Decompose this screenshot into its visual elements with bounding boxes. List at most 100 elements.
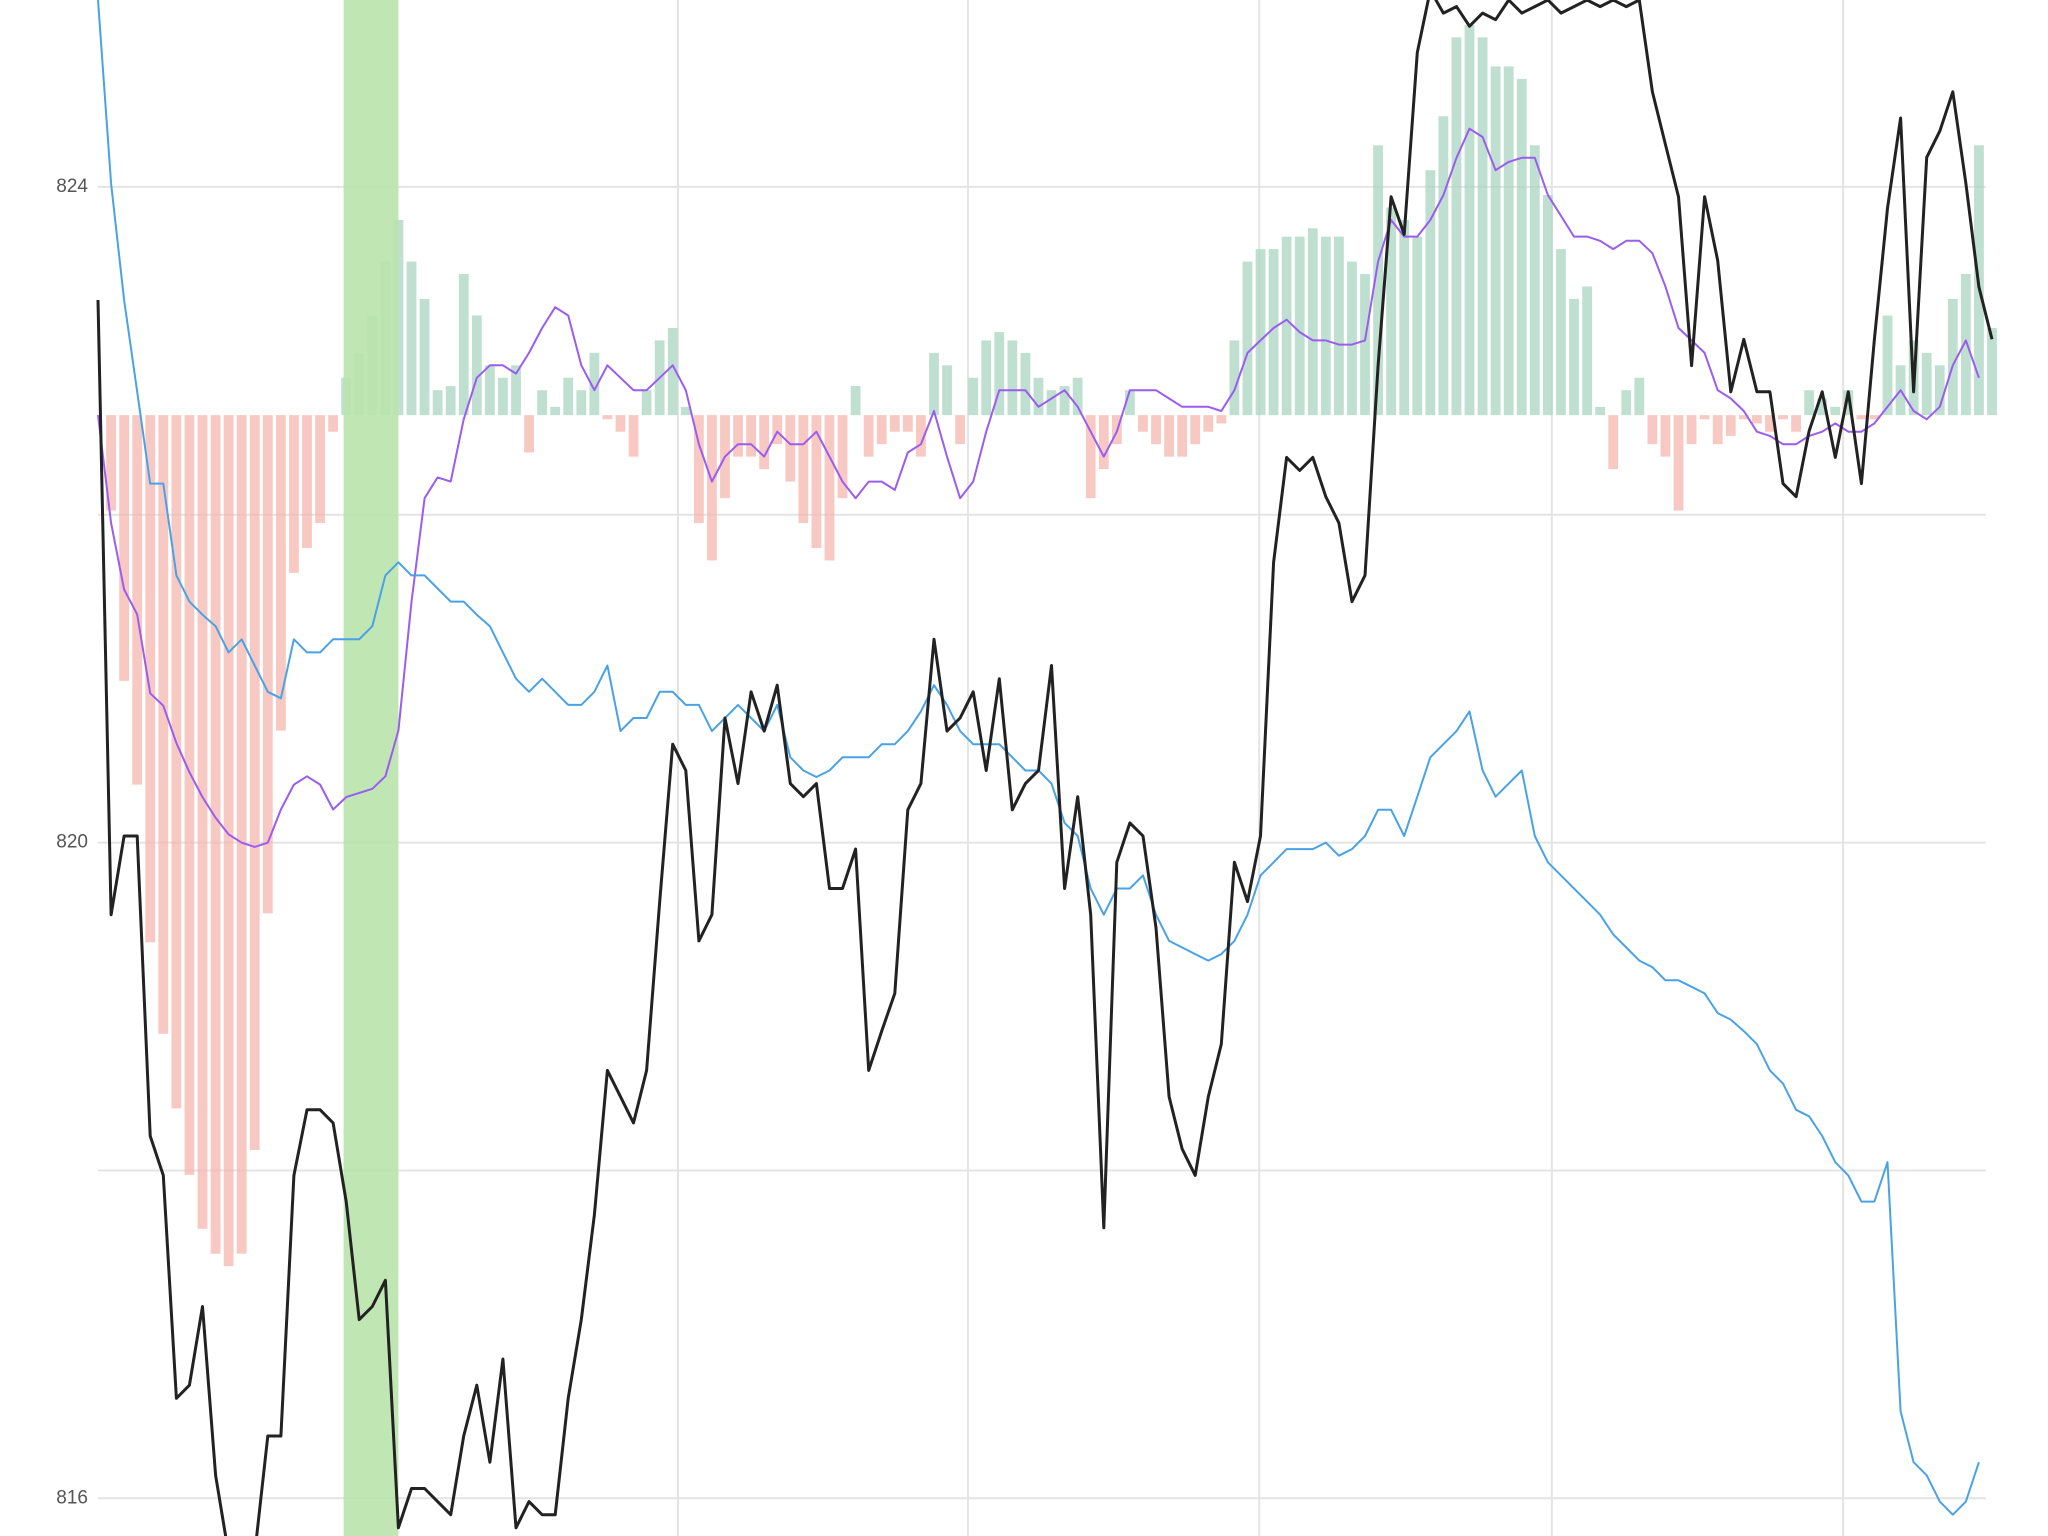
histogram-bar	[589, 352, 600, 416]
histogram-bar	[641, 390, 652, 416]
histogram-bar	[145, 415, 156, 943]
histogram-bar	[563, 377, 574, 416]
histogram-bar	[1268, 249, 1279, 416]
histogram-bar	[223, 415, 234, 1267]
histogram-bar	[249, 415, 260, 1150]
histogram-bar	[1542, 195, 1553, 416]
histogram-bar	[458, 273, 469, 416]
y-tick-label: 824	[56, 176, 88, 197]
histogram-bar	[863, 415, 874, 457]
series-line	[96, 0, 1994, 1536]
histogram-bar	[1190, 415, 1201, 445]
histogram-bar	[432, 390, 443, 416]
histogram-bar	[1960, 273, 1971, 416]
histogram-bar	[602, 415, 613, 420]
highlight-band	[343, 0, 399, 1536]
histogram-bar	[1451, 37, 1462, 416]
histogram-bar	[1987, 327, 1997, 416]
histogram-bar	[1373, 145, 1383, 416]
histogram-bar	[1229, 340, 1240, 416]
histogram-bar	[1503, 66, 1514, 416]
histogram-bar	[1817, 398, 1828, 416]
histogram-bar	[576, 390, 587, 416]
histogram-bar	[707, 415, 717, 561]
histogram-bar	[1621, 390, 1632, 416]
histogram-bar	[968, 377, 979, 416]
histogram-bar	[1320, 236, 1331, 416]
histogram-bar	[693, 415, 704, 524]
histogram-bar	[785, 415, 796, 482]
histogram-bar	[1921, 352, 1932, 416]
histogram-bar	[1490, 66, 1501, 416]
histogram-bar	[1765, 415, 1775, 432]
histogram-bar	[746, 415, 757, 457]
histogram-bar	[1804, 390, 1815, 416]
histogram-bar	[550, 406, 561, 416]
histogram-bar	[471, 315, 482, 416]
histogram-bar	[1516, 78, 1527, 416]
histogram-bar	[328, 415, 339, 432]
histogram-bar	[1412, 236, 1423, 416]
histogram-bar	[1059, 386, 1070, 416]
histogram-bar	[824, 415, 835, 561]
series-line	[97, 127, 1980, 848]
histogram-bar	[1164, 415, 1174, 457]
histogram-bar	[1778, 415, 1788, 420]
histogram-bar	[902, 415, 913, 432]
histogram-bar	[1464, 24, 1475, 416]
histogram-bar	[955, 415, 965, 445]
histogram-bar	[1216, 415, 1227, 424]
histogram-bar	[1699, 415, 1710, 420]
histogram-bar	[733, 415, 743, 457]
histogram-bar	[850, 386, 861, 416]
histogram-bar	[275, 415, 286, 731]
histogram-bar	[994, 332, 1005, 416]
histogram-bar	[498, 377, 508, 416]
y-tick-label: 820	[56, 832, 88, 853]
histogram-bar	[1712, 415, 1723, 445]
histogram-bar	[798, 415, 809, 524]
histogram-bar	[1294, 236, 1305, 416]
histogram-bar	[889, 415, 900, 432]
histogram-bar	[537, 390, 548, 416]
histogram-bar	[119, 415, 130, 681]
histogram-bar	[1477, 37, 1488, 416]
histogram-bar	[759, 415, 770, 470]
histogram-bar	[1608, 415, 1619, 470]
histogram-bar	[1333, 236, 1344, 416]
histogram-bar	[772, 415, 783, 445]
histogram-bar	[1634, 377, 1645, 416]
histogram-bar	[171, 415, 182, 1109]
histogram-bar	[1007, 340, 1018, 416]
histogram-bar	[1098, 415, 1109, 470]
histogram-bar	[1843, 390, 1854, 416]
histogram-bar	[1138, 415, 1148, 432]
histogram-bar	[1255, 249, 1266, 416]
histogram-bar	[445, 386, 456, 416]
histogram-bar	[1882, 315, 1893, 416]
histogram-bar	[1072, 377, 1083, 416]
histogram-bar	[106, 415, 116, 511]
y-tick-label: 816	[56, 1487, 88, 1508]
histogram-bar	[406, 261, 417, 416]
histogram-bar	[680, 406, 691, 416]
histogram-bar	[1647, 415, 1658, 445]
histogram-bar	[981, 340, 992, 416]
histogram-bar	[1660, 415, 1671, 457]
histogram-bar	[1177, 415, 1188, 457]
histogram-bar	[197, 415, 208, 1229]
histogram-bar	[1242, 261, 1253, 416]
histogram-bar	[1386, 207, 1397, 416]
histogram-bar	[1856, 415, 1867, 420]
histogram-bar	[1725, 415, 1736, 436]
histogram-bar	[1595, 406, 1606, 416]
histogram-bar	[236, 415, 247, 1254]
histogram-bar	[1046, 390, 1057, 416]
histogram-bar	[262, 415, 273, 914]
histogram-bar	[1738, 415, 1749, 420]
histogram-bar	[1569, 298, 1579, 416]
histogram-bar	[289, 415, 299, 573]
histogram-bar	[210, 415, 221, 1254]
